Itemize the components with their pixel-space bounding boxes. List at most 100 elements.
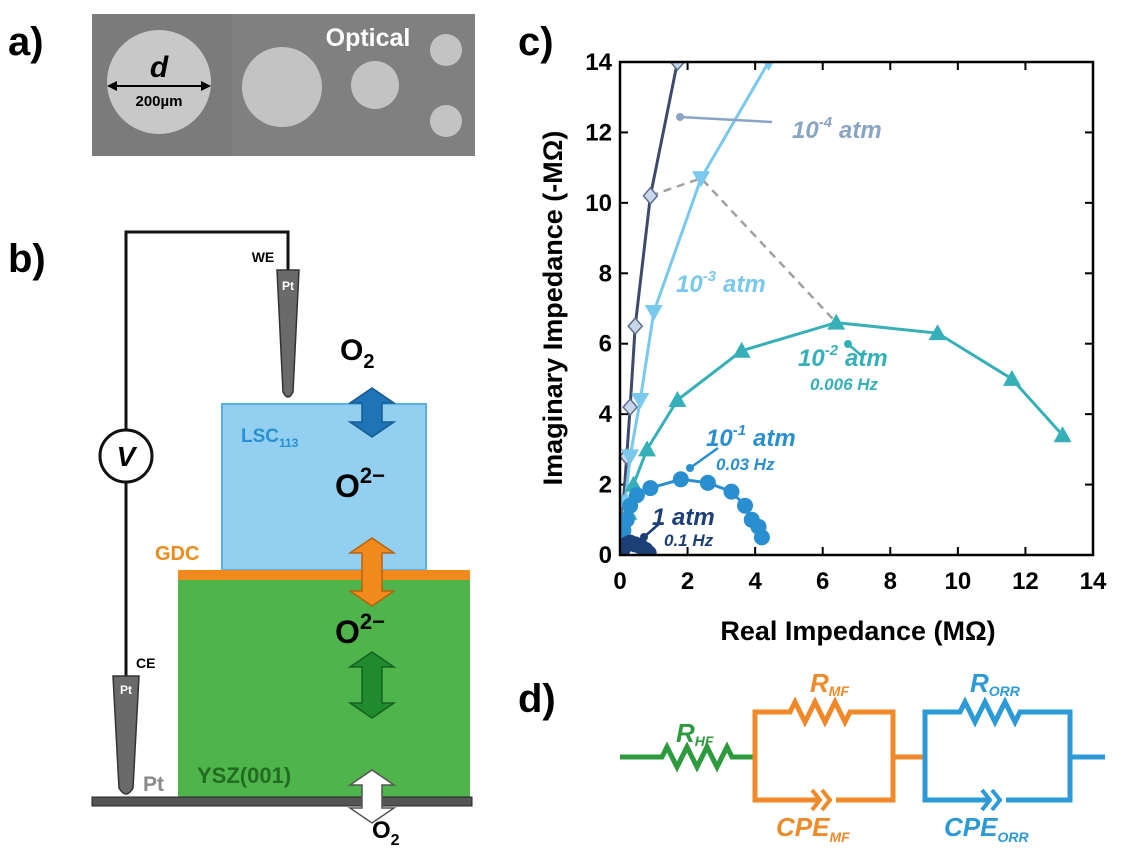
annotation-unit: atm xyxy=(845,345,888,372)
annotation-arrowhead xyxy=(686,464,694,472)
label-main: R xyxy=(810,668,829,698)
data-point xyxy=(754,529,770,545)
label-sup: 2− xyxy=(360,609,385,634)
figure: a) d 200µm Optical b) WE Pt V LSC113 O2 … xyxy=(0,0,1133,851)
panel-letter: c) xyxy=(518,20,554,64)
annotation-exponent: -1 xyxy=(733,422,746,439)
panel-letter: d) xyxy=(518,677,556,721)
annotation-text: 1 atm xyxy=(652,504,715,531)
electrode-label: WE xyxy=(252,249,275,265)
data-point xyxy=(645,305,663,321)
annotation: 10-3 atm xyxy=(676,268,766,298)
label-main: LSC xyxy=(241,426,279,447)
x-tick-label: 8 xyxy=(884,568,897,595)
y-axis-label: Imaginary Impedance (-MΩ) xyxy=(538,131,568,486)
component-label: RMF xyxy=(810,668,849,699)
annotation-arrowhead xyxy=(640,533,648,541)
label-sub: MF xyxy=(829,829,850,845)
annotation-exponent: -4 xyxy=(819,114,833,131)
data-point xyxy=(1003,370,1021,386)
probe-label: Pt xyxy=(120,683,132,697)
label-main: O xyxy=(340,334,363,367)
label-sup: 2− xyxy=(360,463,385,488)
data-point xyxy=(623,399,637,415)
iso-frequency-line xyxy=(650,178,836,322)
component-label: CPEORR xyxy=(944,812,1029,845)
electrode-label: CE xyxy=(136,655,155,671)
panel-letter: a) xyxy=(8,20,44,64)
data-point xyxy=(723,484,739,500)
component-label: RORR xyxy=(970,668,1021,699)
annotation-base: 10 xyxy=(676,271,703,298)
annotation-arrow xyxy=(680,117,772,122)
y-tick-label: 14 xyxy=(585,49,612,76)
annotation-unit: atm xyxy=(753,425,796,452)
annotation-base: 10 xyxy=(798,345,825,372)
component-label: CPEMF xyxy=(776,812,850,845)
diameter-symbol: d xyxy=(150,51,169,84)
gas-label: O2 xyxy=(372,817,400,849)
data-point xyxy=(737,498,753,514)
label-main: R xyxy=(676,718,695,748)
annotation-unit: atm xyxy=(839,117,882,144)
image-label: Optical xyxy=(326,24,411,52)
label-main: O xyxy=(372,817,391,844)
label-main: O xyxy=(335,614,360,650)
data-point xyxy=(642,480,658,496)
annotation-base: 10 xyxy=(792,117,819,144)
y-tick-label: 12 xyxy=(585,119,612,146)
annotation-frequency: 0.1 Hz xyxy=(664,531,714,550)
label-sub: ORR xyxy=(997,829,1029,845)
y-tick-label: 10 xyxy=(585,190,612,217)
y-tick-label: 0 xyxy=(599,542,612,569)
annotation-frequency: 0.006 Hz xyxy=(810,375,879,394)
data-point xyxy=(638,440,656,456)
x-tick-label: 10 xyxy=(945,568,972,595)
annotation-exponent: -2 xyxy=(825,342,839,359)
y-tick-label: 4 xyxy=(599,401,613,428)
label-main: R xyxy=(970,668,989,698)
voltmeter-label: V xyxy=(117,441,138,472)
x-tick-label: 6 xyxy=(816,568,829,595)
x-tick-label: 0 xyxy=(613,568,626,595)
label-main: O xyxy=(335,468,360,504)
label-sub: MF xyxy=(829,683,850,699)
label-sub: HF xyxy=(695,733,714,749)
x-axis-label: Real Impedance (MΩ) xyxy=(720,616,995,646)
annotation: 10-4 atm xyxy=(792,114,882,144)
layer-label: GDC xyxy=(155,543,199,565)
x-tick-label: 12 xyxy=(1012,568,1039,595)
x-tick-label: 14 xyxy=(1080,568,1107,595)
x-tick-label: 2 xyxy=(681,568,694,595)
label-main: CPE xyxy=(944,812,998,842)
label-main: CPE xyxy=(776,812,830,842)
label-sub: 2 xyxy=(391,832,400,849)
annotation-arrowhead xyxy=(676,113,684,121)
panel-letter: b) xyxy=(8,237,46,281)
schematic xyxy=(92,232,472,806)
y-tick-label: 2 xyxy=(599,472,612,499)
annotation-base: 10 xyxy=(706,425,733,452)
annotation-unit: atm xyxy=(723,271,766,298)
data-point xyxy=(643,188,657,204)
data-point xyxy=(641,545,657,561)
component-label: RHF xyxy=(676,718,714,749)
annotation-frequency: 0.03 Hz xyxy=(716,455,775,474)
substrate-label: Pt xyxy=(143,773,164,796)
scale-label: 200µm xyxy=(135,93,182,110)
label-sub: 2 xyxy=(363,351,374,373)
data-point xyxy=(673,471,689,487)
data-point xyxy=(629,487,645,503)
y-tick-label: 6 xyxy=(599,331,612,358)
probe-label: Pt xyxy=(282,279,294,293)
annotation: 10-2 atm xyxy=(798,342,888,372)
data-point xyxy=(700,475,716,491)
data-point xyxy=(628,318,642,334)
y-tick-label: 8 xyxy=(599,260,612,287)
label-sub: ORR xyxy=(989,683,1021,699)
annotation-exponent: -3 xyxy=(703,268,717,285)
x-tick-label: 4 xyxy=(748,568,762,595)
optical-image xyxy=(92,14,475,156)
layer-label: YSZ(001) xyxy=(197,763,291,788)
